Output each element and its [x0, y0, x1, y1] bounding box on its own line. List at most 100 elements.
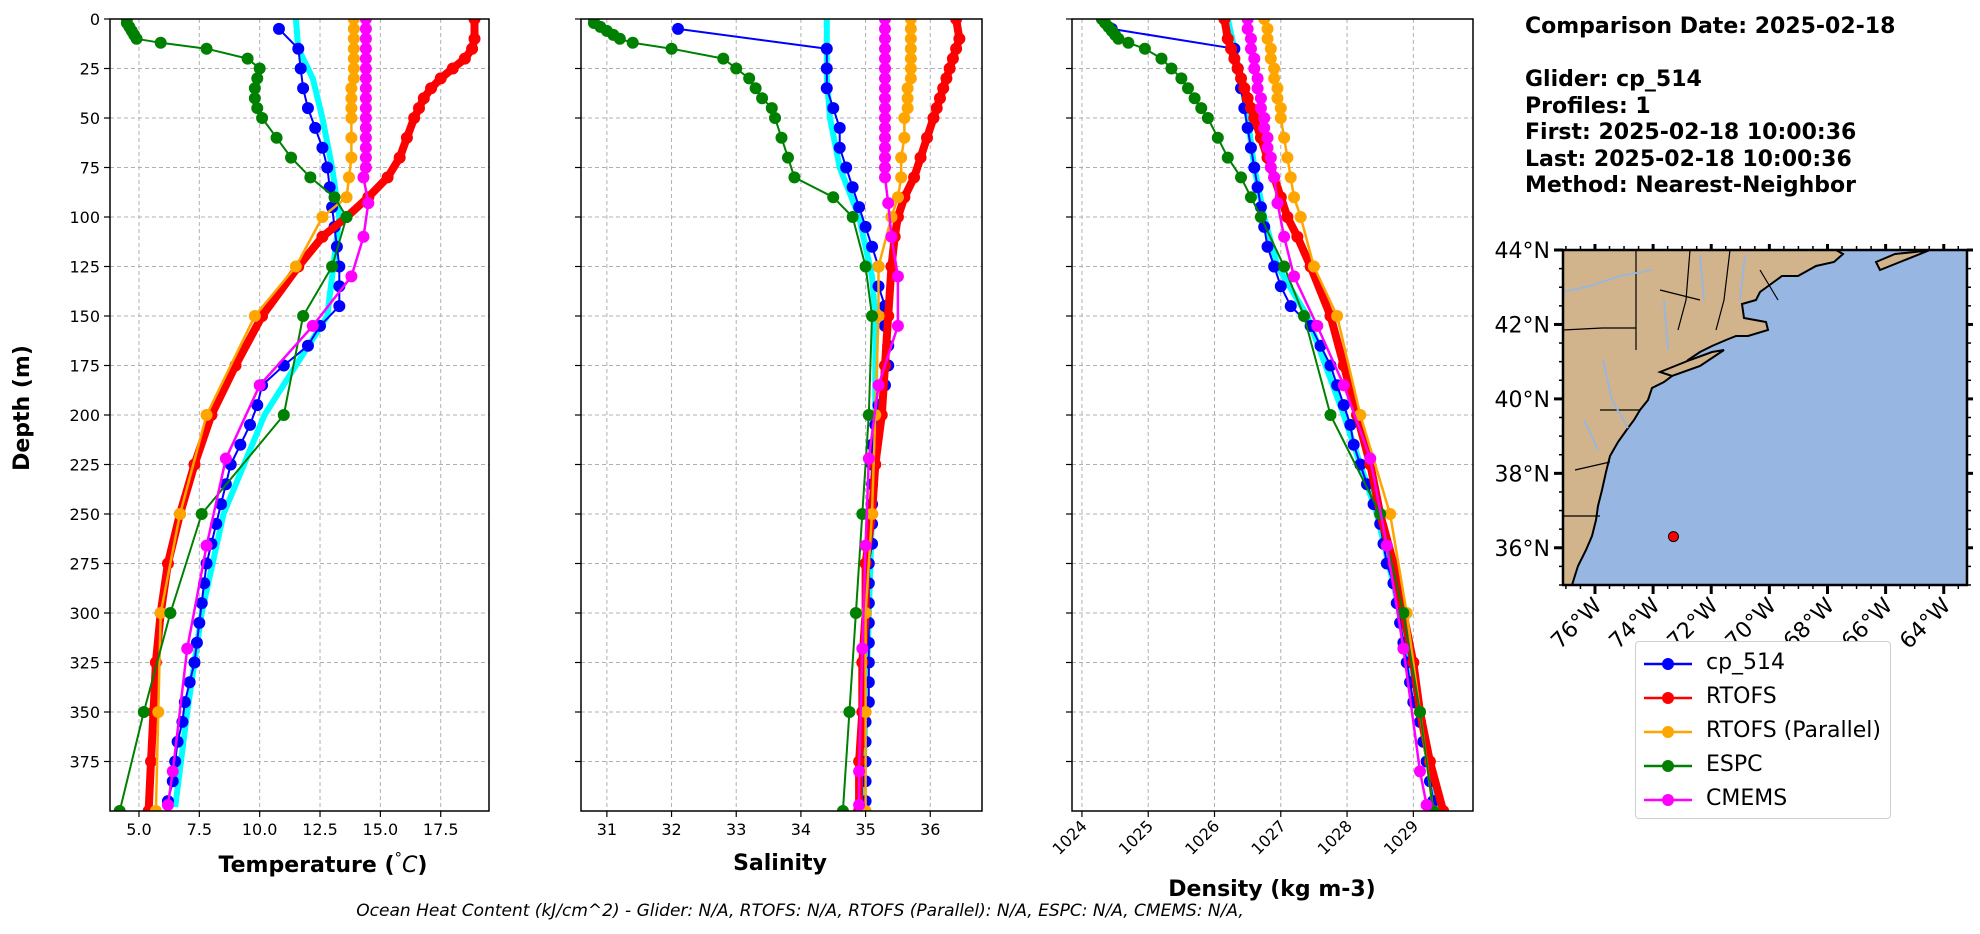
- data-point: [347, 19, 360, 25]
- data-point: [866, 310, 879, 322]
- data-point: [833, 121, 846, 134]
- data-point: [1284, 300, 1297, 313]
- data-point: [345, 102, 358, 115]
- data-point: [872, 260, 885, 273]
- data-point: [626, 36, 639, 49]
- data-point: [359, 121, 372, 134]
- data-point: [277, 409, 290, 421]
- data-point: [1271, 197, 1284, 210]
- last-profile-time: Last: 2025-02-18 10:00:36: [1525, 146, 1852, 172]
- series-line-cmems: [1246, 19, 1428, 806]
- data-point: [904, 42, 917, 55]
- data-point: [359, 92, 372, 105]
- data-point: [717, 52, 730, 65]
- data-point: [1221, 151, 1234, 164]
- data-point: [665, 42, 678, 55]
- data-point: [1271, 82, 1284, 95]
- data-point: [1278, 131, 1291, 144]
- data-point: [1264, 52, 1277, 65]
- data-point: [316, 230, 329, 243]
- data-point: [381, 171, 394, 184]
- data-point: [145, 755, 158, 768]
- legend-label: CMEMS: [1706, 786, 1788, 811]
- data-point: [891, 191, 904, 204]
- data-point: [743, 72, 756, 85]
- salinity-axis-label: Salinity: [733, 851, 827, 876]
- data-point: [1241, 22, 1254, 35]
- data-point: [1244, 32, 1257, 45]
- data-point: [244, 418, 257, 431]
- data-point: [927, 112, 940, 124]
- data-point: [1235, 72, 1248, 85]
- x-tick-label: 1027: [1247, 816, 1289, 858]
- data-point: [950, 19, 963, 25]
- data-point: [195, 597, 208, 610]
- data-point: [1384, 508, 1397, 520]
- data-point: [1294, 211, 1307, 223]
- x-tick-label: 36: [920, 820, 940, 839]
- data-point: [1268, 72, 1281, 85]
- data-point: [1278, 260, 1291, 273]
- data-point: [253, 379, 266, 392]
- data-point: [904, 32, 917, 45]
- data-point: [788, 171, 801, 184]
- data-point: [446, 62, 459, 75]
- data-point: [943, 62, 956, 75]
- y-axis-label: Depth (m): [10, 345, 35, 471]
- interpolation-method: Method: Nearest-Neighbor: [1525, 173, 1856, 198]
- data-point: [1248, 52, 1261, 65]
- data-point: [301, 102, 314, 115]
- data-point: [359, 62, 372, 75]
- data-point: [359, 112, 372, 124]
- lat-tick-label: 36°N: [1495, 537, 1550, 562]
- data-point: [359, 151, 372, 164]
- comparison-info: Comparison Date: 2025-02-18 Glider: cp_5…: [1525, 14, 1895, 200]
- data-point: [1268, 260, 1281, 273]
- data-point: [1264, 151, 1277, 164]
- data-point: [898, 112, 911, 124]
- data-point: [904, 72, 917, 85]
- data-point: [333, 300, 346, 313]
- data-point: [878, 121, 891, 134]
- data-point: [878, 62, 891, 75]
- data-point: [1254, 211, 1267, 223]
- data-point: [859, 539, 872, 552]
- data-point: [1225, 42, 1238, 55]
- data-point: [613, 32, 626, 45]
- glider-location-map: 36°N38°N40°N42°N44°N76°W74°W72°W70°W68°W…: [1495, 239, 1973, 654]
- temperature-axis-label: Temperature (°C): [219, 849, 428, 878]
- data-point: [345, 270, 358, 283]
- data-point: [215, 498, 228, 511]
- data-point: [359, 102, 372, 115]
- data-point: [130, 32, 143, 45]
- legend-swatch: [1644, 658, 1692, 670]
- data-point: [292, 42, 305, 55]
- data-point: [164, 607, 177, 619]
- data-point: [357, 230, 370, 243]
- data-point: [827, 191, 840, 204]
- data-point: [357, 171, 370, 184]
- x-tick-label: 7.5: [187, 820, 212, 839]
- data-point: [840, 161, 853, 174]
- data-point: [468, 32, 481, 45]
- data-point: [781, 151, 794, 164]
- y-tick-label: 75: [80, 159, 100, 178]
- data-point: [1271, 92, 1284, 105]
- data-point: [1261, 22, 1274, 35]
- y-tick-label: 375: [69, 753, 100, 772]
- x-tick-label: 35: [855, 820, 875, 839]
- data-point: [878, 112, 891, 124]
- data-point: [253, 62, 266, 75]
- lon-tick-label: 64°W: [1895, 593, 1956, 654]
- y-tick-label: 0: [90, 10, 100, 29]
- data-point: [190, 636, 203, 649]
- x-tick-label: 1028: [1314, 816, 1356, 858]
- y-tick-label: 250: [69, 505, 100, 524]
- data-point: [347, 32, 360, 45]
- data-point: [846, 211, 859, 223]
- legend-swatch: [1644, 692, 1692, 704]
- x-tick-label: 12.5: [302, 820, 338, 839]
- data-point: [853, 799, 866, 811]
- data-point: [326, 260, 339, 273]
- data-point: [458, 52, 471, 65]
